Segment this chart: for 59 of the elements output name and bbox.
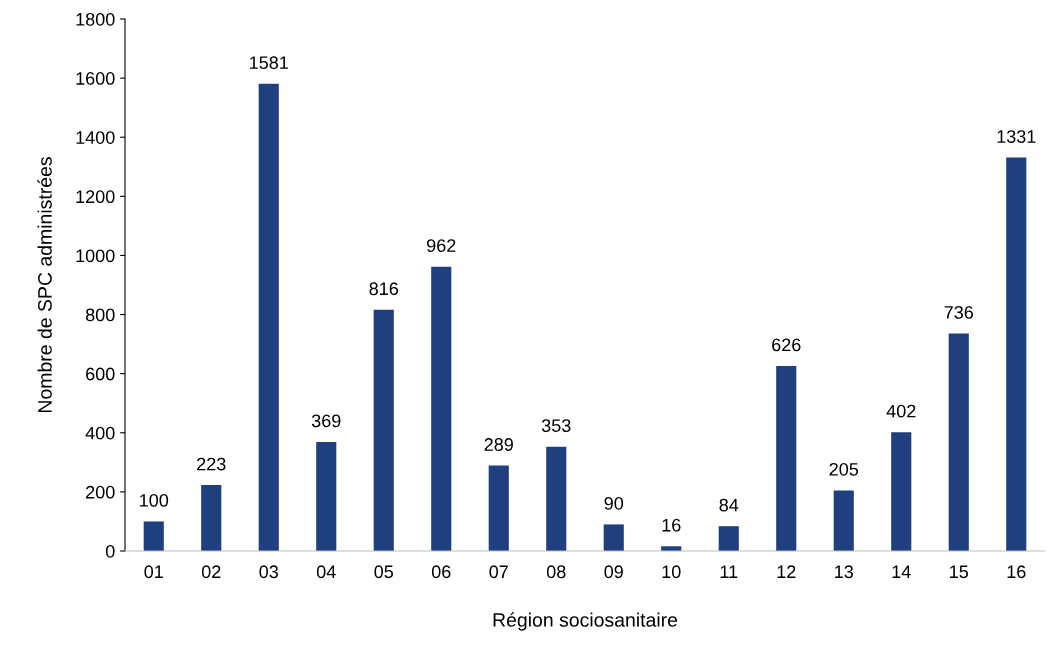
bar — [948, 333, 969, 551]
data-label: 84 — [719, 498, 739, 512]
y-tick-label: 1800 — [76, 12, 115, 26]
y-tick-label: 200 — [86, 485, 115, 499]
data-label: 626 — [772, 338, 801, 352]
x-tick-label: 06 — [431, 565, 451, 579]
bar — [776, 365, 797, 551]
x-tick-label: 09 — [604, 565, 623, 579]
x-tick-label: 05 — [374, 565, 394, 579]
x-tick-label: 01 — [144, 565, 163, 579]
y-axis-title: Nombre de SPC administrées — [37, 157, 52, 412]
data-label: 402 — [886, 404, 916, 418]
y-tick-label: 600 — [86, 367, 115, 381]
data-label: 16 — [662, 518, 681, 532]
x-tick-label: 13 — [835, 565, 853, 579]
data-label: 369 — [311, 414, 341, 428]
y-tick-label: 1400 — [76, 131, 115, 144]
data-label: 816 — [369, 282, 399, 296]
bar — [488, 465, 509, 551]
x-tick-label: 14 — [892, 565, 911, 578]
bar — [833, 490, 854, 551]
bar — [891, 432, 912, 551]
data-label: 289 — [484, 438, 513, 451]
bar — [143, 521, 164, 551]
y-tick-label: 1200 — [76, 190, 115, 204]
x-tick-label: 10 — [662, 565, 681, 579]
x-tick-label: 07 — [489, 565, 508, 579]
bar — [373, 309, 394, 551]
x-tick-label: 02 — [201, 565, 221, 579]
bar — [201, 485, 222, 551]
bar — [1006, 157, 1027, 551]
x-tick-label: 03 — [259, 565, 278, 579]
x-axis-title: Région sociosanitaire — [493, 612, 678, 631]
bar — [316, 441, 337, 551]
x-tick-label: 08 — [546, 565, 566, 579]
data-label: 205 — [829, 462, 859, 476]
bar — [258, 83, 279, 551]
bar — [603, 524, 624, 551]
x-tick-label: 12 — [777, 565, 796, 578]
data-label: 353 — [541, 419, 571, 432]
data-label: 223 — [197, 457, 226, 471]
x-tick-label: 16 — [1007, 565, 1026, 579]
data-label: 1581 — [250, 56, 288, 70]
y-tick-label: 1600 — [76, 72, 115, 85]
x-tick-label: 15 — [950, 565, 969, 579]
x-tick-label: 11 — [720, 565, 738, 578]
x-tick-label: 04 — [316, 565, 336, 579]
data-label: 100 — [140, 493, 169, 507]
data-label: 90 — [604, 496, 624, 510]
data-label: 962 — [427, 239, 456, 252]
bar — [546, 446, 567, 551]
y-tick-label: 400 — [85, 426, 115, 440]
y-tick-label: 1000 — [76, 249, 115, 263]
y-tick-label: 800 — [85, 308, 115, 322]
data-label: 1331 — [997, 130, 1036, 143]
data-label: 736 — [944, 306, 974, 319]
y-tick-label: 0 — [105, 544, 115, 558]
bar — [718, 526, 739, 551]
bar — [431, 266, 452, 551]
